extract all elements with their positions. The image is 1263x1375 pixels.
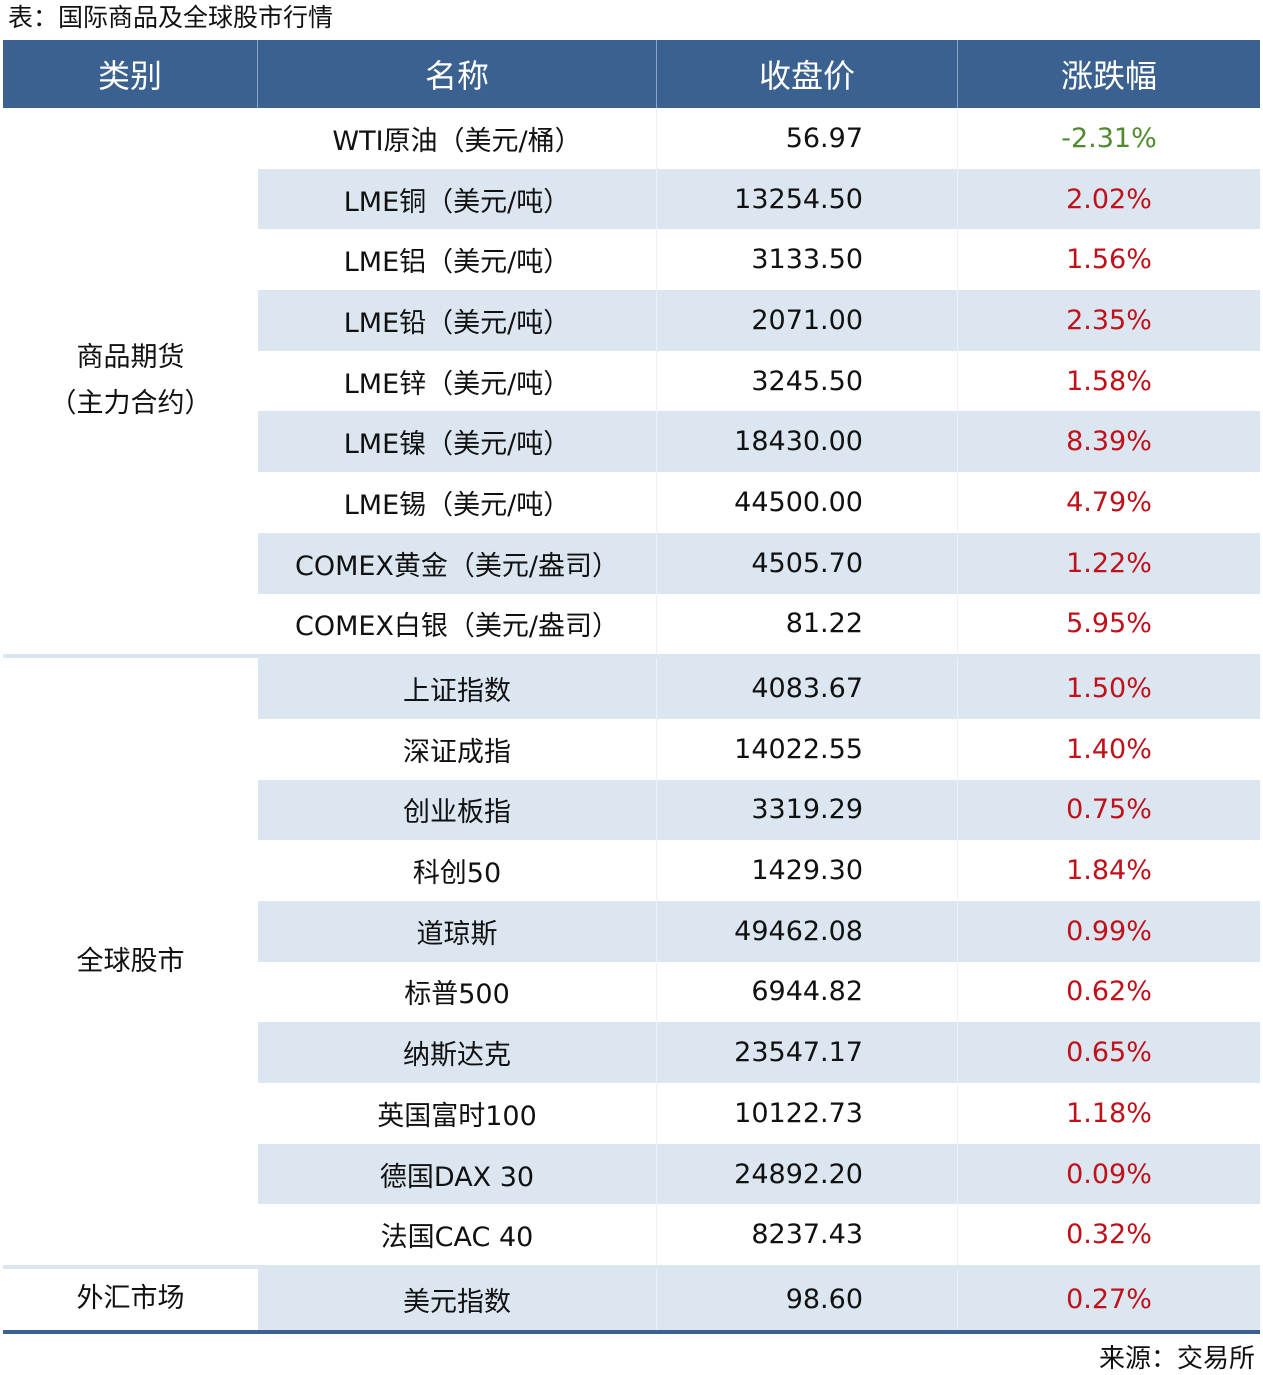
table-row: 创业板指 3319.29 0.75% <box>3 779 1260 841</box>
change-cell: 0.65% <box>958 1022 1260 1083</box>
table-row: WTI原油（美元/桶） 56.97 -2.31% <box>3 108 1260 169</box>
change-cell: 0.75% <box>958 779 1260 841</box>
change-cell: 5.95% <box>1066 608 1152 640</box>
change-cell: 0.62% <box>1066 976 1152 1008</box>
name-cell: 科创50 <box>258 840 657 901</box>
close-cell: 14022.55 <box>657 718 958 780</box>
name-cell: LME镍（美元/吨） <box>258 411 657 473</box>
close-cell: 4505.70 <box>657 532 958 594</box>
name-cell: LME锌（美元/吨） <box>258 350 657 412</box>
table-row: COMEX黄金（美元/盎司） 4505.70 1.22% <box>3 532 1260 594</box>
table-row: LME镍（美元/吨） 18430.00 8.39% <box>3 411 1260 473</box>
table-row: LME锡（美元/吨） 44500.00 4.79% <box>3 472 1260 533</box>
category-label: 外汇市场 <box>3 1269 258 1330</box>
close-cell: 3245.50 <box>657 350 958 412</box>
change-cell: 2.35% <box>958 290 1260 351</box>
name-cell: WTI原油（美元/桶） <box>258 108 657 169</box>
name-cell: LME铝（美元/吨） <box>258 229 657 291</box>
header-category: 类别 <box>3 40 258 108</box>
change-cell: 1.40% <box>1066 733 1152 765</box>
table-row: 标普500 6944.82 0.62% <box>3 961 1260 1023</box>
table-row: 英国富时100 10122.73 1.18% <box>3 1083 1260 1144</box>
change-cell: 1.50% <box>958 658 1260 719</box>
close-cell: 98.60 <box>657 1269 958 1330</box>
close-cell: 6944.82 <box>657 961 958 1023</box>
close-cell: 2071.00 <box>657 290 958 351</box>
name-cell: 标普500 <box>258 961 657 1023</box>
category-group: 上证指数 4083.67 1.50% 深证成指 14022.55 1.40% 创业板指 331… <box>3 654 1260 1266</box>
name-cell: LME锡（美元/吨） <box>258 472 657 533</box>
change-cell: 1.58% <box>1066 365 1152 397</box>
close-cell: 3133.50 <box>657 229 958 291</box>
header-name: 名称 <box>258 40 657 108</box>
close-cell: 13254.50 <box>657 168 958 230</box>
close-cell: 10122.73 <box>657 1083 958 1144</box>
table-row: LME铝（美元/吨） 3133.50 1.56% <box>3 229 1260 291</box>
table-body: WTI原油（美元/桶） 56.97 -2.31% LME铜（美元/吨） 13254.50… <box>3 108 1260 1330</box>
category-group: 美元指数 98.60 0.27% 外汇市场 <box>3 1265 1260 1330</box>
category-label: 全球股市 <box>3 658 258 1266</box>
table-row: 道琼斯 49462.08 0.99% <box>3 900 1260 962</box>
close-cell: 4083.67 <box>657 658 958 719</box>
change-cell: 8.39% <box>958 411 1260 473</box>
table-header: 类别 名称 收盘价 涨跌幅 <box>3 40 1260 108</box>
change-cell: 1.84% <box>1066 855 1152 887</box>
close-cell: 81.22 <box>657 593 958 655</box>
table-row: 深证成指 14022.55 1.40% <box>3 718 1260 780</box>
table-row: 德国DAX 30 24892.20 0.09% <box>3 1143 1260 1205</box>
table-row: LME铜（美元/吨） 13254.50 2.02% <box>3 168 1260 230</box>
change-cell: 1.56% <box>1066 244 1152 276</box>
header-change: 涨跌幅 <box>1060 57 1157 95</box>
name-cell: 纳斯达克 <box>258 1022 657 1083</box>
table-row: 科创50 1429.30 1.84% <box>3 840 1260 901</box>
name-cell: LME铅（美元/吨） <box>258 290 657 351</box>
name-cell: 美元指数 <box>258 1269 657 1330</box>
table-bottom-border <box>3 1329 1260 1334</box>
close-cell: 24892.20 <box>657 1143 958 1205</box>
name-cell: 德国DAX 30 <box>258 1143 657 1205</box>
change-cell: 1.18% <box>1066 1097 1152 1129</box>
close-cell: 56.97 <box>657 108 958 169</box>
table-row: LME铅（美元/吨） 2071.00 2.35% <box>3 290 1260 351</box>
name-cell: COMEX白银（美元/盎司） <box>258 593 657 655</box>
name-cell: 上证指数 <box>258 658 657 719</box>
table-row: 美元指数 98.60 0.27% <box>3 1269 1260 1330</box>
close-cell: 23547.17 <box>657 1022 958 1083</box>
change-cell: 0.99% <box>958 900 1260 962</box>
market-table: 类别 名称 收盘价 涨跌幅 WTI原油（美元/桶） 56.97 -2.31% LME铜… <box>3 40 1260 1334</box>
name-cell: 英国富时100 <box>258 1083 657 1144</box>
name-cell: COMEX黄金（美元/盎司） <box>258 532 657 594</box>
header-close: 收盘价 <box>657 40 958 108</box>
name-cell: LME铜（美元/吨） <box>258 168 657 230</box>
category-group: WTI原油（美元/桶） 56.97 -2.31% LME铜（美元/吨） 13254.50… <box>3 108 1260 655</box>
close-cell: 8237.43 <box>657 1204 958 1266</box>
change-cell: 0.27% <box>958 1269 1260 1330</box>
close-cell: 18430.00 <box>657 411 958 473</box>
change-cell: 1.22% <box>958 532 1260 594</box>
table-row: 上证指数 4083.67 1.50% <box>3 658 1260 719</box>
category-label: 商品期货 （主力合约） <box>3 108 258 655</box>
table-title: 表：国际商品及全球股市行情 <box>8 3 334 32</box>
change-cell: 0.09% <box>958 1143 1260 1205</box>
source-note: 来源：交易所 <box>1098 1344 1255 1374</box>
change-cell: 2.02% <box>958 168 1260 230</box>
table-row: 纳斯达克 23547.17 0.65% <box>3 1022 1260 1083</box>
table-row: LME锌（美元/吨） 3245.50 1.58% <box>3 350 1260 412</box>
table-row: 法国CAC 40 8237.43 0.32% <box>3 1204 1260 1266</box>
close-cell: 3319.29 <box>657 779 958 841</box>
table-row: COMEX白银（美元/盎司） 81.22 5.95% <box>3 593 1260 655</box>
name-cell: 道琼斯 <box>258 900 657 962</box>
name-cell: 深证成指 <box>258 718 657 780</box>
close-cell: 44500.00 <box>657 472 958 533</box>
name-cell: 法国CAC 40 <box>258 1204 657 1266</box>
close-cell: 49462.08 <box>657 900 958 962</box>
change-cell: -2.31% <box>1061 122 1157 154</box>
close-cell: 1429.30 <box>657 840 958 901</box>
name-cell: 创业板指 <box>258 779 657 841</box>
change-cell: 0.32% <box>1066 1219 1152 1251</box>
change-cell: 4.79% <box>1066 486 1152 518</box>
